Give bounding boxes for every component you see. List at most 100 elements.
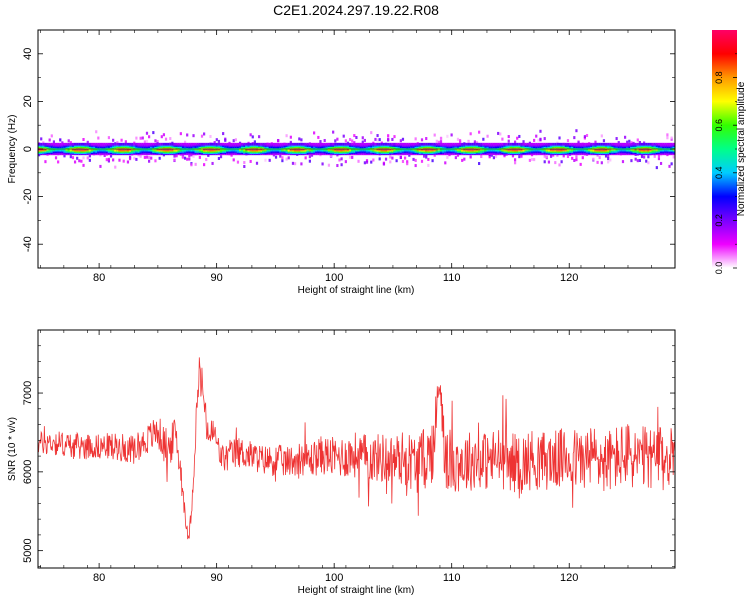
heatmap-cell [594,142,597,146]
heatmap-cell [73,160,77,164]
heatmap-cell [653,154,656,158]
heatmap-cell [363,138,366,142]
heatmap-cell [647,155,650,159]
heatmap-cell [277,139,280,143]
snr-panel: 80 90 100 110 120 5000 6000 7000 Height of stra… [7,329,676,596]
heatmap-cell [139,154,142,158]
heatmap-cell [289,135,292,139]
heatmap-cell [596,153,599,157]
heatmap-cell [412,142,415,146]
heatmap-cell [615,137,618,141]
heatmap-cell [433,133,436,137]
heatmap-cell [69,155,72,159]
heatmap-cell [425,142,428,146]
heatmap-cell [467,142,470,146]
heatmap-cell [156,140,159,144]
heatmap-cell [579,162,582,166]
heatmap-cell [518,134,521,138]
y-tick-label: 40 [22,48,34,60]
heatmap-cell [353,142,356,146]
heatmap-cell [38,142,41,146]
heatmap-cell [376,138,379,142]
heatmap-cell [361,136,364,140]
heatmap-cell [80,142,83,146]
heatmap-cell [613,142,616,146]
heatmap-cell [148,142,151,146]
heatmap-cell [450,133,453,137]
heatmap-cell [192,154,195,158]
heatmap-cell [116,142,119,146]
heatmap-cell [131,142,134,146]
heatmap-cell [420,159,424,163]
heatmap-cell [433,153,436,157]
heatmap-cell [621,142,625,146]
heatmap-cell [315,142,318,146]
x-tick-label: 100 [325,572,343,584]
heatmap-cell [645,142,648,146]
heatmap-cell [609,158,612,162]
heatmap-cell [209,142,212,146]
heatmap-cell [604,142,608,146]
heatmap-cell [592,157,595,161]
heatmap-cell [308,159,311,163]
heatmap-cell [507,135,510,139]
colorbar-tick-label: 0.6 [714,119,724,132]
heatmap-cell [232,142,235,146]
heatmap-cell [266,142,269,146]
heatmap-cell [513,142,517,146]
heatmap-cell [247,142,250,146]
heatmap-cell [549,142,553,146]
heatmap-cell [183,140,187,144]
heatmap-cell [238,142,242,146]
heatmap-cell [232,139,235,143]
heatmap-cell [446,142,449,146]
heatmap-cell [588,142,591,146]
heatmap-cell [575,129,578,133]
heatmap-cell [99,142,102,146]
heatmap-cell [530,142,534,146]
heatmap-cell [659,142,663,146]
heatmap-cell [543,142,546,146]
heatmap-cell [236,142,240,146]
heatmap-cell [175,154,178,158]
heatmap-cell [363,161,366,165]
heatmap-cell [338,158,341,162]
heatmap-cell [423,142,426,146]
spectrogram-x-label: Height of straight line (km) [298,285,415,296]
heatmap-cell [513,161,517,165]
heatmap-cell [281,142,284,146]
heatmap-cell [150,156,153,160]
heatmap-cell [511,142,515,146]
heatmap-cell [458,142,462,146]
heatmap-cell [513,158,517,162]
heatmap-cell [535,142,538,146]
heatmap-cell [439,142,443,146]
heatmap-cell [181,155,185,159]
heatmap-cell [186,157,189,161]
heatmap-cell [619,142,622,146]
heatmap-cell [435,139,438,143]
heatmap-cell [243,161,246,165]
heatmap-cell [59,138,62,142]
x-tick-label: 80 [93,572,105,584]
x-tick-label: 90 [211,572,223,584]
heatmap-cell [357,142,360,146]
heatmap-cell [40,142,43,146]
heatmap-cell [351,142,354,146]
heatmap-cell [234,138,237,142]
heatmap-cell [357,159,360,163]
heatmap-cell [95,130,98,134]
heatmap-cell [499,142,502,146]
heatmap-cell [450,142,453,146]
heatmap-cell [219,155,223,159]
heatmap-cell [107,159,111,163]
heatmap-cell [217,156,221,160]
heatmap-cell [255,142,259,146]
heatmap-cell [378,138,381,142]
heatmap-cell [139,142,142,146]
heatmap-cell [145,142,149,146]
heatmap-cell [566,155,570,159]
heatmap-cell [518,142,521,146]
y-tick-label: -20 [22,189,34,205]
heatmap-cell [439,136,443,140]
